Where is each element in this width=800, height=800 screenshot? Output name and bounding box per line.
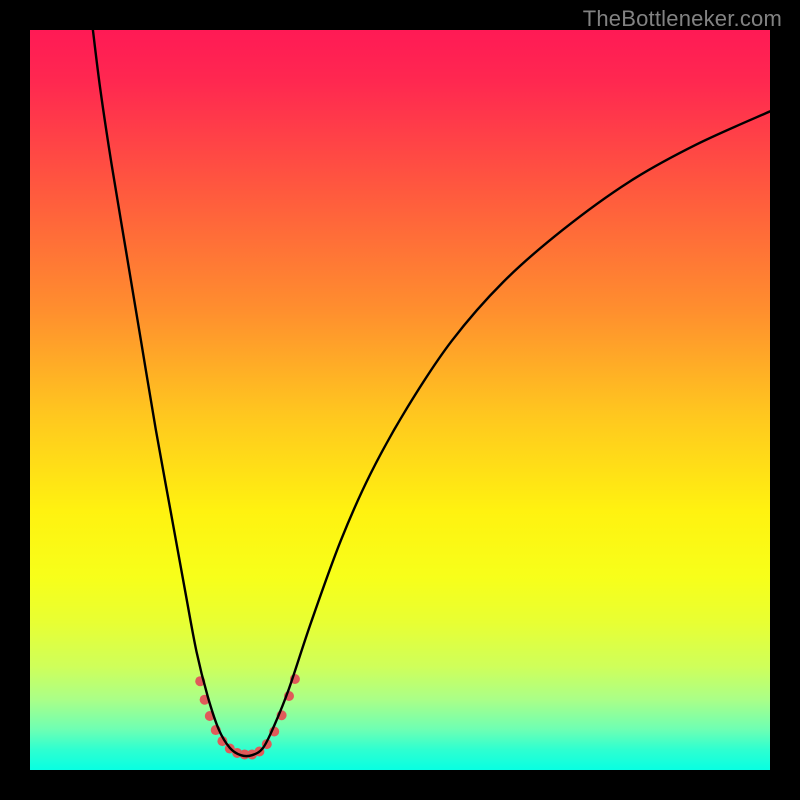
plot-svg	[30, 30, 770, 770]
gradient-background	[30, 30, 770, 770]
watermark-text: TheBottleneker.com	[583, 6, 782, 32]
plot-area	[30, 30, 770, 770]
figure-frame: TheBottleneker.com	[0, 0, 800, 800]
